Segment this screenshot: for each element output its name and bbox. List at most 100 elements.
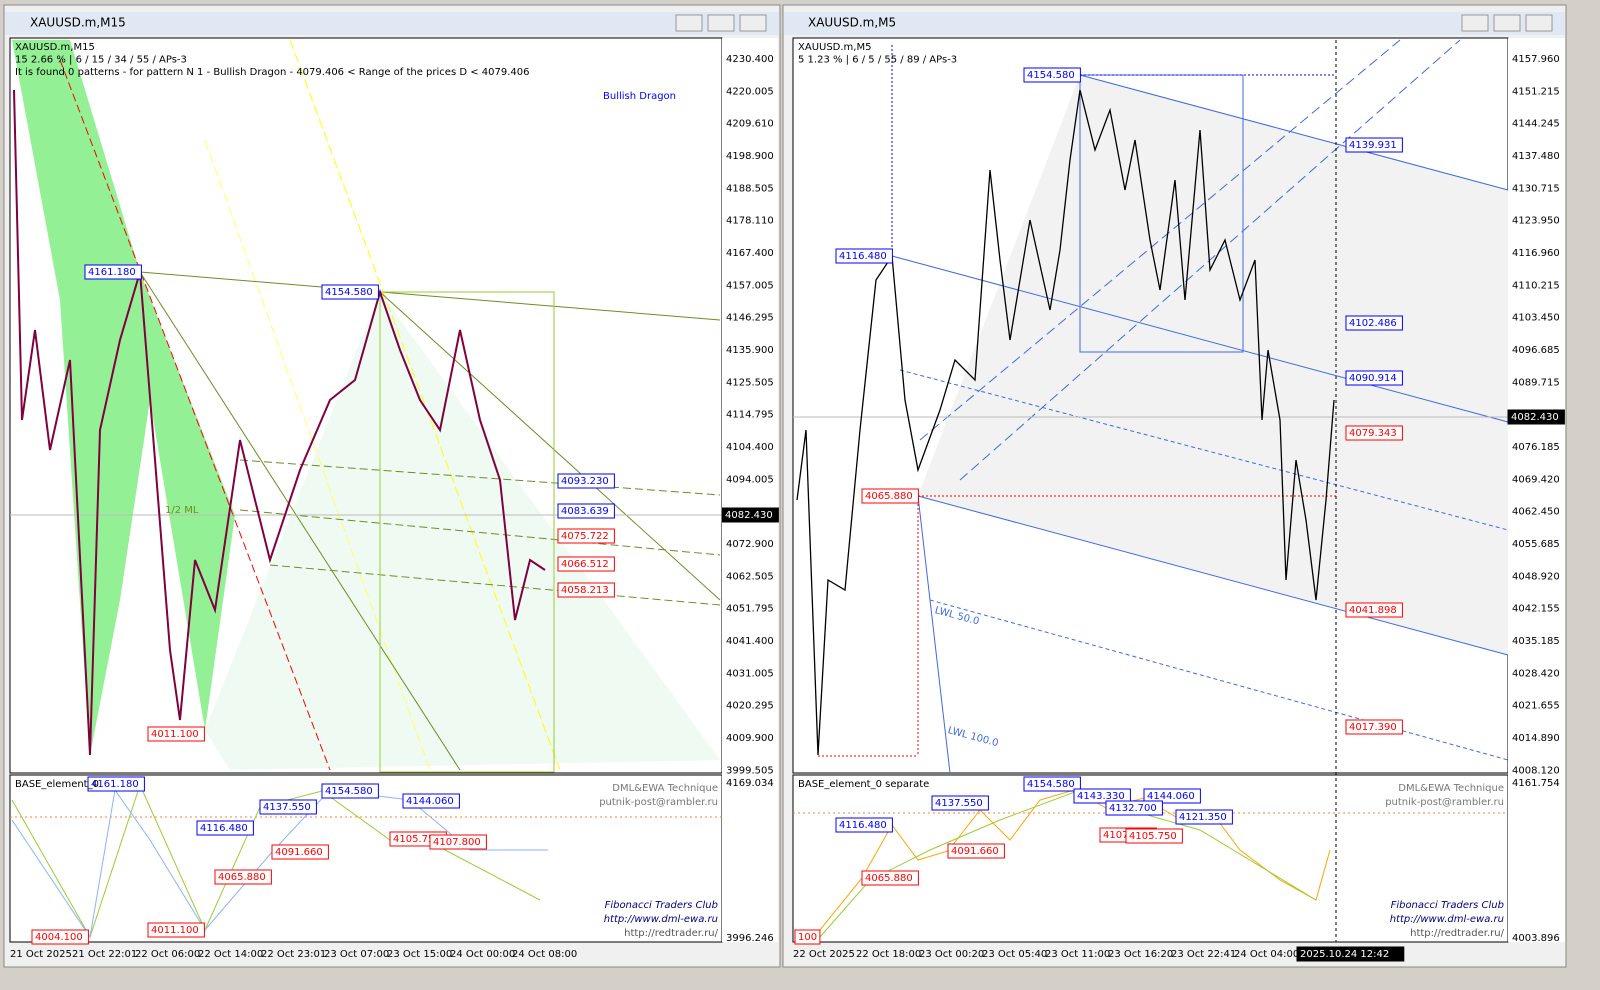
trend-line <box>269 564 721 606</box>
current-price-box <box>1507 409 1565 425</box>
sub-level-label-box <box>87 776 145 792</box>
level-label-box <box>1023 67 1081 83</box>
level-label-box <box>861 488 919 504</box>
sub-level-label: 4161.180 <box>91 779 139 790</box>
time-label: 23 Oct 00:20 <box>919 949 984 960</box>
level-label: 4116.480 <box>839 251 887 262</box>
time-label: 22 Oct 23:01 <box>261 949 326 960</box>
price-label: 4072.900 <box>726 539 774 550</box>
sub-level-label: 4116.480 <box>200 823 248 834</box>
sub-level-label-box <box>947 843 1005 859</box>
level-label: 4041.898 <box>1349 605 1397 616</box>
sub-level-label: 4121.350 <box>1179 812 1227 823</box>
price-label: 4048.920 <box>1512 571 1560 582</box>
sub-level-label: 4105.750 <box>393 834 441 845</box>
price-label: 4008.120 <box>1512 765 1560 776</box>
sub-trace <box>11 788 548 939</box>
level-label-box <box>1345 602 1403 618</box>
brand-text: DML&EWA Technique <box>1398 783 1504 794</box>
sub-axis-label: 3996.246 <box>726 933 774 944</box>
price-label: 4103.450 <box>1512 313 1560 324</box>
pattern-area <box>12 40 235 755</box>
time-label: 24 Oct 08:00 <box>512 949 577 960</box>
close-button[interactable] <box>1525 14 1553 32</box>
time-label: 22 Oct 14:00 <box>198 949 263 960</box>
level-label: 4154.580 <box>325 287 373 298</box>
brand-text: putnik-post@rambler.ru <box>1385 797 1504 808</box>
level-label: 4139.931 <box>1349 140 1397 151</box>
time-label: 22 Oct 06:00 <box>135 949 200 960</box>
minimize-button[interactable] <box>675 14 703 32</box>
time-label: 22 Oct 18:00 <box>856 949 921 960</box>
price-label: 4125.505 <box>726 377 774 388</box>
trend-line <box>239 459 721 496</box>
sub-level-label: 4011.100 <box>151 925 199 936</box>
price-label: 4028.420 <box>1512 668 1560 679</box>
sub-level-label: 4137.550 <box>263 802 311 813</box>
sub-level-label-box <box>861 870 919 886</box>
price-label: 4144.245 <box>1512 119 1560 130</box>
sub-level-label: 4154.580 <box>1027 779 1075 790</box>
price-label: 4198.900 <box>726 151 774 162</box>
price-label: 4062.505 <box>726 571 774 582</box>
minimize-button[interactable] <box>1461 14 1489 32</box>
sub-level-label-box <box>429 834 487 850</box>
pattern-name: Bullish Dragon <box>603 91 676 102</box>
close-button[interactable] <box>739 14 767 32</box>
time-label: 21 Oct 2025 <box>10 949 72 960</box>
sub-axis-label: 4169.034 <box>726 778 774 789</box>
price-label: 4157.960 <box>1512 54 1560 65</box>
trend-line <box>289 39 561 771</box>
level-label-box <box>835 248 893 264</box>
maximize-button[interactable] <box>707 14 735 32</box>
sub-level-label-box <box>271 844 329 860</box>
sub-level-label: 4154.580 <box>325 786 373 797</box>
sub-level-label: 4144.060 <box>1147 791 1195 802</box>
sub-level-label-box <box>147 922 205 938</box>
price-label: 4021.655 <box>1512 701 1560 712</box>
sub-level-label: 4132.700 <box>1109 803 1157 814</box>
trend-line <box>959 39 1461 481</box>
brand-text: putnik-post@rambler.ru <box>599 797 718 808</box>
price-label: 4062.450 <box>1512 507 1560 518</box>
sub-trace <box>796 789 1331 938</box>
level-label: 4154.580 <box>1027 70 1075 81</box>
level-label-box <box>1345 719 1403 735</box>
price-label: 4041.400 <box>726 636 774 647</box>
price-label: 4051.795 <box>726 604 774 615</box>
chart-header: XAUUSD.m,M15 <box>15 42 95 53</box>
trend-line <box>891 255 1509 423</box>
sub-level-label-box <box>196 820 254 836</box>
price-trace <box>13 89 546 756</box>
trend-line <box>379 291 721 601</box>
sub-level-label-box <box>321 783 379 799</box>
sub-level-label-box <box>1175 809 1233 825</box>
price-axis-left <box>722 38 778 942</box>
sub-level-label-box <box>1143 788 1201 804</box>
sub-level-label: 4143.330 <box>1077 791 1125 802</box>
time-label-box <box>1296 946 1405 962</box>
price-label: 4069.420 <box>1512 474 1560 485</box>
price-label: 4130.715 <box>1512 183 1560 194</box>
level-label-box <box>1345 425 1403 441</box>
sub-level-label: 4107.800 <box>433 837 481 848</box>
time-label: 23 Oct 05:40 <box>982 949 1047 960</box>
time-label: 23 Oct 16:20 <box>1108 949 1173 960</box>
sub-level-label-box <box>931 795 989 811</box>
sub-level-label-box <box>1023 776 1081 792</box>
midline-label: 1/2 ML <box>165 505 199 516</box>
titlebar-left <box>5 12 779 35</box>
sub-axis-label: 4003.896 <box>1512 933 1560 944</box>
maximize-button[interactable] <box>1493 14 1521 32</box>
time-label: 24 Oct 00:00 <box>450 949 515 960</box>
sub-level-label-box <box>31 929 89 945</box>
level-label: 4075.722 <box>561 531 609 542</box>
level-label-box <box>147 726 205 742</box>
price-label: 4167.400 <box>726 248 774 259</box>
trend-line <box>929 599 1509 761</box>
level-label: 4083.639 <box>561 506 609 517</box>
brand-text: http://www.dml-ewa.ru <box>1390 914 1504 925</box>
level-label-box <box>1345 370 1403 386</box>
sub-level-label-box <box>1125 828 1183 844</box>
time-label: 23 Oct 22:41 <box>1171 949 1236 960</box>
